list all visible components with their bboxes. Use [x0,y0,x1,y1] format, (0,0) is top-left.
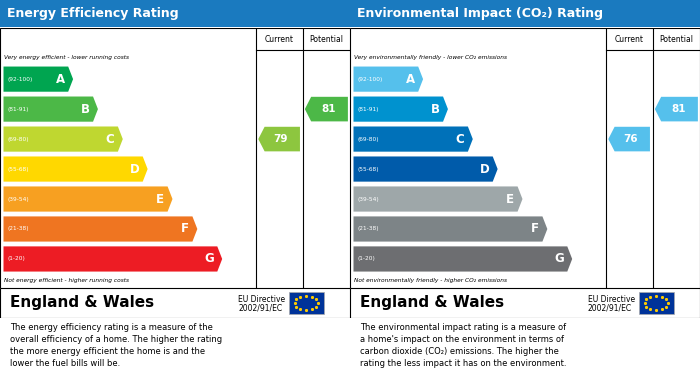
Text: G: G [204,253,214,265]
Text: (55-68): (55-68) [358,167,379,172]
Text: D: D [480,163,489,176]
Polygon shape [4,126,122,152]
Text: Current: Current [265,34,293,43]
Text: C: C [456,133,464,145]
Text: (69-80): (69-80) [358,136,379,142]
Text: EU Directive: EU Directive [588,295,635,304]
Text: (92-100): (92-100) [358,77,383,82]
Text: England & Wales: England & Wales [10,296,155,310]
Text: (1-20): (1-20) [358,256,376,262]
Bar [638,292,673,314]
Text: B: B [430,102,440,116]
Text: (81-91): (81-91) [358,107,379,111]
Text: Not energy efficient - higher running costs: Not energy efficient - higher running co… [4,278,129,283]
Text: F: F [531,222,539,235]
Text: 81: 81 [321,104,335,114]
Text: Potential: Potential [309,34,344,43]
Text: D: D [130,163,139,176]
Polygon shape [354,156,498,182]
Text: (69-80): (69-80) [8,136,29,142]
Text: 76: 76 [624,134,638,144]
Polygon shape [354,97,448,122]
Text: A: A [405,73,414,86]
Polygon shape [4,156,148,182]
Polygon shape [305,97,348,121]
Text: E: E [506,192,514,206]
Text: Very environmentally friendly - lower CO₂ emissions: Very environmentally friendly - lower CO… [354,55,507,59]
Polygon shape [4,187,172,212]
Text: Environmental Impact (CO₂) Rating: Environmental Impact (CO₂) Rating [357,7,603,20]
Polygon shape [4,66,73,92]
Text: (39-54): (39-54) [8,197,29,201]
Text: 79: 79 [274,134,288,144]
Text: EU Directive: EU Directive [238,295,285,304]
Text: F: F [181,222,189,235]
Polygon shape [354,126,472,152]
Text: 81: 81 [671,104,685,114]
Text: Energy Efficiency Rating: Energy Efficiency Rating [7,7,178,20]
Polygon shape [4,246,222,272]
Polygon shape [655,97,698,121]
Text: Not environmentally friendly - higher CO₂ emissions: Not environmentally friendly - higher CO… [354,278,507,283]
Text: The environmental impact rating is a measure of
a home's impact on the environme: The environmental impact rating is a mea… [360,323,567,368]
Text: Potential: Potential [659,34,694,43]
Text: (55-68): (55-68) [8,167,29,172]
Text: England & Wales: England & Wales [360,296,505,310]
Text: 2002/91/EC: 2002/91/EC [238,304,282,313]
Text: The energy efficiency rating is a measure of the
overall efficiency of a home. T: The energy efficiency rating is a measur… [10,323,223,368]
Text: (81-91): (81-91) [8,107,29,111]
Text: (39-54): (39-54) [358,197,379,201]
Polygon shape [354,66,423,92]
Text: 2002/91/EC: 2002/91/EC [588,304,632,313]
Text: (21-38): (21-38) [358,226,379,231]
Text: (1-20): (1-20) [8,256,26,262]
Polygon shape [258,127,300,151]
Text: A: A [55,73,64,86]
Text: Very energy efficient - lower running costs: Very energy efficient - lower running co… [4,55,129,59]
Text: G: G [554,253,564,265]
Polygon shape [354,216,547,242]
Polygon shape [4,216,197,242]
Polygon shape [608,127,650,151]
Text: E: E [156,192,164,206]
Bar [288,292,323,314]
Text: C: C [106,133,114,145]
Text: Current: Current [615,34,643,43]
Text: (92-100): (92-100) [8,77,33,82]
Polygon shape [4,97,98,122]
Text: B: B [80,102,90,116]
Text: (21-38): (21-38) [8,226,29,231]
Polygon shape [354,246,572,272]
Polygon shape [354,187,522,212]
